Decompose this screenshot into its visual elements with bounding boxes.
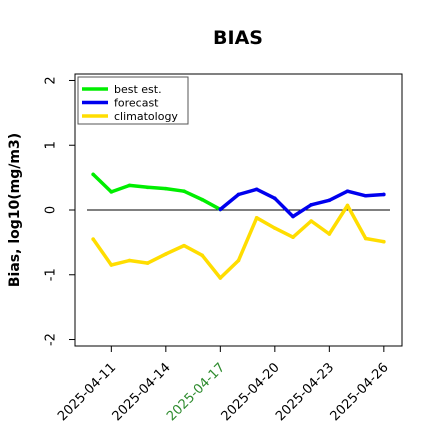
data-point — [182, 243, 186, 248]
data-point — [200, 253, 204, 258]
data-point — [91, 172, 95, 177]
data-point — [164, 186, 168, 191]
data-point — [145, 185, 150, 190]
data-point — [345, 203, 350, 208]
legend-label: forecast — [114, 97, 159, 110]
legend-label: climatology — [114, 110, 178, 123]
data-point — [127, 258, 132, 263]
data-point — [218, 276, 223, 280]
data-point — [109, 190, 114, 194]
data-point — [382, 239, 386, 244]
data-point — [145, 261, 150, 265]
data-point — [91, 237, 95, 241]
y-tick-label: 2 — [44, 76, 59, 84]
data-point — [273, 196, 277, 201]
data-point — [309, 219, 313, 223]
y-tick-label: 1 — [44, 141, 59, 149]
data-point — [109, 263, 114, 267]
y-tick-label: -2 — [44, 333, 59, 346]
data-point — [218, 207, 223, 212]
data-point — [363, 193, 368, 198]
data-point — [236, 258, 241, 263]
data-point — [254, 215, 259, 220]
data-point — [164, 252, 168, 256]
series-line — [218, 187, 386, 219]
data-point — [273, 226, 277, 230]
data-point — [182, 189, 186, 194]
data-point — [327, 198, 332, 203]
data-point — [236, 192, 241, 197]
data-point — [127, 183, 132, 188]
data-point — [291, 235, 295, 239]
data-point — [345, 189, 350, 194]
y-tick-label: 0 — [44, 206, 59, 214]
data-point — [200, 197, 204, 202]
data-point — [327, 232, 332, 236]
legend-label: best est. — [114, 83, 162, 96]
data-point — [363, 236, 368, 241]
data-point — [254, 187, 259, 192]
data-point — [309, 203, 313, 207]
y-tick-label: -1 — [44, 268, 59, 281]
chart-title: BIAS — [213, 27, 263, 49]
series-line — [91, 172, 223, 212]
y-axis-label: Bias, log10(mg/m3) — [7, 133, 23, 287]
data-point — [291, 214, 295, 219]
data-point — [382, 192, 386, 197]
